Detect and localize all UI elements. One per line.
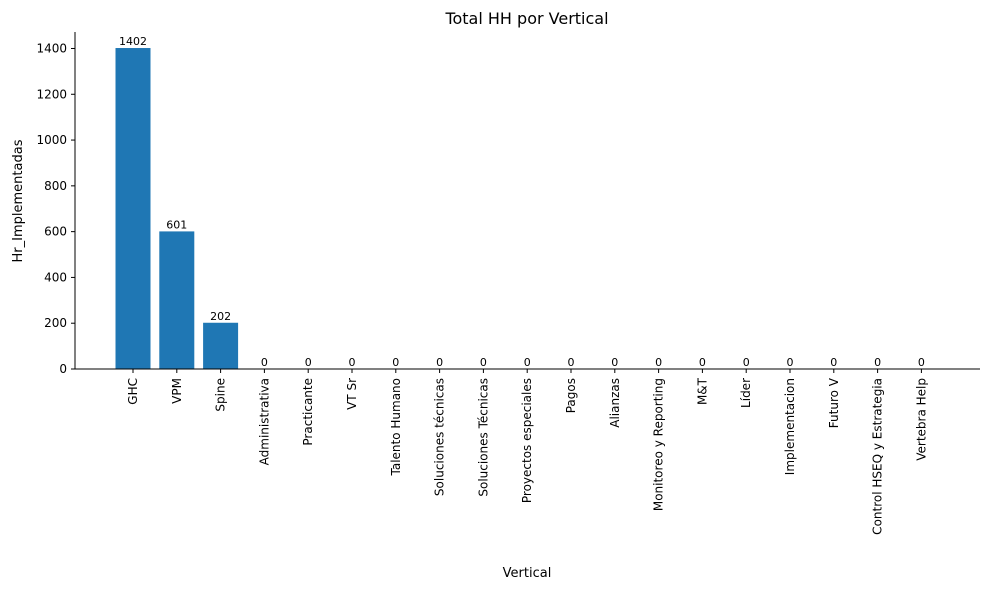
bar-data-label: 0: [743, 356, 750, 369]
x-tick-label: Soluciones técnicas: [433, 378, 447, 496]
y-tick-label: 600: [44, 225, 67, 239]
x-tick-label: VPM: [170, 378, 184, 404]
x-axis-title: Vertical: [503, 566, 552, 581]
bar-data-label: 0: [830, 356, 837, 369]
x-tick-label: GHC: [126, 378, 140, 405]
x-tick-label: M&T: [695, 377, 709, 405]
bar-data-label: 0: [699, 356, 706, 369]
bar: [203, 322, 239, 369]
x-tick-label: Implementacion: [783, 378, 797, 475]
x-tick-label: Soluciones Técnicas: [476, 378, 490, 497]
y-tick-label: 200: [44, 316, 67, 330]
x-tick-label: VT Sr: [345, 378, 359, 410]
y-tick-label: 1000: [36, 133, 67, 147]
bar-data-label: 0: [874, 356, 881, 369]
bar-data-label: 601: [166, 218, 187, 231]
bar-data-label: 0: [568, 356, 575, 369]
bar-data-label: 0: [436, 356, 443, 369]
x-tick-label: Futuro V: [827, 377, 841, 428]
bar-data-label: 0: [392, 356, 399, 369]
chart-title: Total HH por Vertical: [444, 9, 608, 28]
bar-data-label: 202: [210, 310, 231, 323]
x-tick-label: Pagos: [564, 378, 578, 413]
y-tick-label: 1200: [36, 87, 67, 101]
bar-labels-group: 1402 601 202 0 0 0 0 0 0 0 0 0 0 0 0 0 0 0 0: [119, 35, 925, 369]
y-tick-label: 800: [44, 179, 67, 193]
x-tick-label: Control HSEQ y Estrategia: [871, 378, 885, 535]
x-tick-label: Talento Humano: [389, 378, 403, 477]
bar-data-label: 0: [655, 356, 662, 369]
bar-data-label: 0: [611, 356, 618, 369]
y-tick-label: 0: [59, 362, 67, 376]
y-axis-title: Hr_Implementadas: [11, 139, 26, 262]
bar-data-label: 0: [787, 356, 794, 369]
bar-data-label: 0: [918, 356, 925, 369]
x-tick-label: Vertebra Help: [914, 378, 928, 461]
y-axis: 0 200 400 600 800 1000 1200 1400: [36, 32, 76, 376]
bar-data-label: 0: [261, 356, 268, 369]
x-tick-label: Spine: [214, 378, 228, 412]
y-tick-label: 400: [44, 270, 67, 284]
x-tick-label: Monitoreo y Reporting: [652, 378, 666, 511]
x-tick-label: Proyectos especiales: [520, 378, 534, 503]
bar: [115, 48, 151, 369]
bar-data-label: 0: [524, 356, 531, 369]
x-tick-label: Administrativa: [257, 378, 271, 465]
x-tick-label: Practicante: [301, 378, 315, 446]
bar: [159, 231, 195, 369]
bar-data-label: 1402: [119, 35, 147, 48]
x-tick-label: Alianzas: [608, 378, 622, 428]
x-tick-label: Líder: [739, 378, 753, 408]
x-axis: GHC VPM Spine Administrativa Practicante VT S…: [75, 368, 980, 535]
bar-data-label: 0: [305, 356, 312, 369]
bar-data-label: 0: [480, 356, 487, 369]
bar-data-label: 0: [349, 356, 356, 369]
bars-group: [115, 48, 239, 369]
y-tick-label: 1400: [36, 41, 67, 55]
